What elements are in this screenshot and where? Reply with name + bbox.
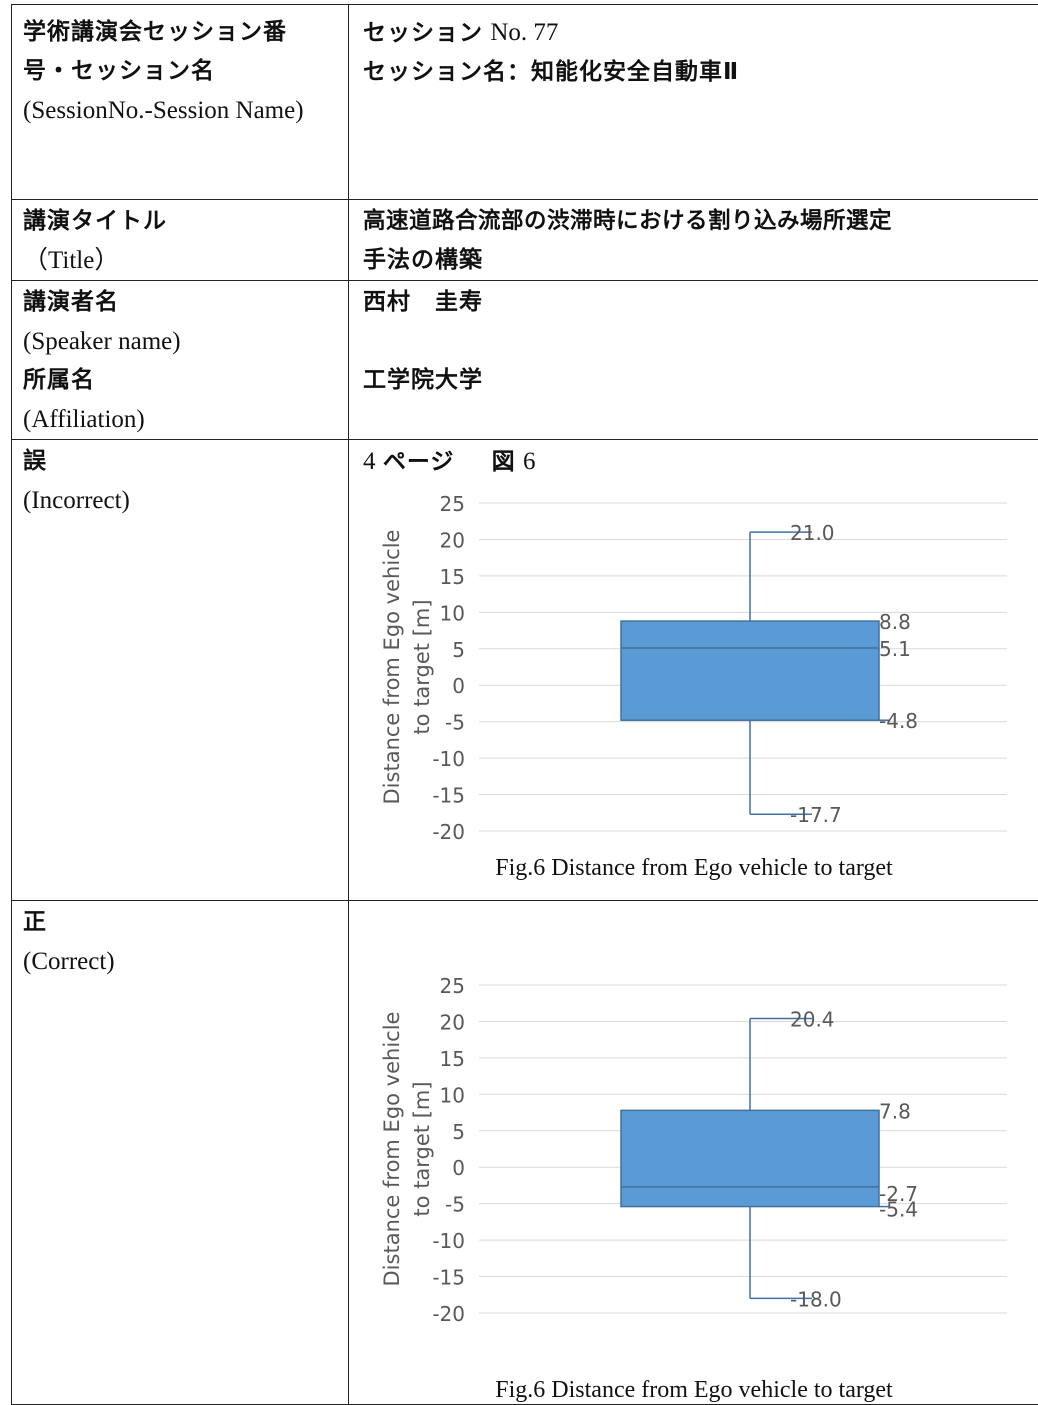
correct-figure-caption: Fig.6 Distance from Ego vehicle to targe… [349,1377,1038,1404]
chart1-iqr-box [621,1110,879,1206]
chart0-iqr-box [621,621,879,720]
speaker-row: 講演者名 (Speaker name) 所属名 (Affiliation) 西村… [12,281,1038,440]
chart1-max-label: 20.4 [790,1008,835,1032]
chart0-y-tick-label: 15 [440,565,465,589]
incorrect-row: 誤 (Incorrect) 4 ページ 図 6 25 20 15 10 5 0 -5 -10 -… [12,440,1038,901]
chart0-min-label: -17.7 [790,803,842,827]
speaker-label-en: (Speaker name) [23,322,348,361]
incorrect-location-page-number: 4 [363,448,376,475]
title-value-cell: 高速道路合流部の渋滞時における割り込み場所選定 手法の構築 [349,200,1038,281]
chart1-y-tick-label: 20 [440,1010,465,1034]
speaker-name: 西村 圭寿 [363,283,1038,322]
correct-label-ja: 正 [23,903,348,942]
session-label-cell: 学術講演会セッション番号・セッション名 (SessionNo.-Session … [12,5,349,200]
chart0-q1-label: -4.8 [879,709,918,733]
speaker-label-ja: 講演者名 [23,283,348,322]
speaker-value-cell: 西村 圭寿 工学院大学 [349,281,1038,440]
correct-label-en: (Correct) [23,942,348,981]
chart1-y-tick-label: 10 [440,1083,465,1107]
incorrect-label-en: (Incorrect) [23,481,348,520]
chart1-y-tick-label: 25 [440,974,465,998]
chart0-y-tick-label: 10 [440,601,465,625]
errata-table: 学術講演会セッション番号・セッション名 (SessionNo.-Session … [11,4,1038,1405]
chart0-y-axis-title-line1: Distance from Ego vehicle [380,530,404,805]
title-label-en: （Title） [23,241,348,280]
session-value-cell: セッション No. 77 セッション名：知能化安全自動車Ⅱ [349,5,1038,200]
chart0-y-tick-label: -5 [445,711,465,735]
correct-label-cell: 正 (Correct) [12,901,349,1405]
chart1-q3-label: 7.8 [879,1099,911,1123]
chart0-y-tick-label: 0 [452,674,465,698]
chart0-y-tick-label: 5 [452,638,465,662]
incorrect-figure-cell: 4 ページ 図 6 25 20 15 10 5 0 -5 -10 -15 -20 Distance … [349,440,1038,901]
chart0-y-tick-label: 20 [440,528,465,552]
incorrect-figure-caption: Fig.6 Distance from Ego vehicle to targe… [349,855,1038,882]
title-label-ja: 講演タイトル [23,202,348,241]
chart0-y-tick-label: 25 [440,492,465,516]
chart1-y-tick-label: -10 [432,1229,465,1253]
chart1-y-tick-label: 5 [452,1120,465,1144]
chart1-y-tick-label: -5 [445,1193,465,1217]
title-label-cell: 講演タイトル （Title） [12,200,349,281]
correct-boxplot-chart: 25 20 15 10 5 0 -5 -10 -15 -20 Distance from Ego v… [359,963,1019,1343]
speaker-label-cell: 講演者名 (Speaker name) 所属名 (Affiliation) [12,281,349,440]
chart0-max-label: 21.0 [790,521,835,545]
incorrect-location-fig-word: 図 [492,449,516,475]
chart0-y-axis-title-line2: to target [m] [410,599,434,734]
title-row: 講演タイトル （Title） 高速道路合流部の渋滞時における割り込み場所選定 手… [12,200,1038,281]
session-number-prefix: セッション [363,20,483,46]
session-label-ja: 学術講演会セッション番号・セッション名 [23,13,308,91]
chart0-y-tick-label: -20 [432,820,465,844]
session-row: 学術講演会セッション番号・セッション名 (SessionNo.-Session … [12,5,1038,200]
chart1-y-axis-title-line1: Distance from Ego vehicle [380,1012,404,1287]
session-number: No. 77 [490,19,558,46]
chart0-y-tick-label: -10 [432,747,465,771]
chart1-y-tick-label: -20 [432,1302,465,1326]
incorrect-location-fig-number: 6 [523,448,536,475]
chart0-y-tick-label: -15 [432,784,465,808]
correct-figure-cell: 25 20 15 10 5 0 -5 -10 -15 -20 Distance from Ego v… [349,901,1038,1405]
incorrect-boxplot-chart: 25 20 15 10 5 0 -5 -10 -15 -20 Distance from Ego v… [359,481,1019,861]
incorrect-label-cell: 誤 (Incorrect) [12,440,349,901]
chart1-min-label: -18.0 [790,1287,842,1311]
chart1-y-axis-title-line2: to target [m] [410,1081,434,1216]
chart0-q3-label: 8.8 [879,610,911,634]
title-value-line2: 手法の構築 [363,241,1038,280]
affiliation-label-en: (Affiliation) [23,400,348,439]
chart1-q1-label: -5.4 [879,1198,918,1222]
title-value-line1: 高速道路合流部の渋滞時における割り込み場所選定 [363,202,1038,241]
session-name: セッション名：知能化安全自動車Ⅱ [363,53,1038,92]
chart1-y-tick-label: 15 [440,1047,465,1071]
affiliation-label-ja: 所属名 [23,361,348,400]
affiliation-value: 工学院大学 [363,361,1038,400]
correct-row: 正 (Correct) 25 20 15 10 5 0 -5 -10 -15 -20 Distanc… [12,901,1038,1405]
chart1-y-tick-label: 0 [452,1156,465,1180]
session-label-en: (SessionNo.-Session Name) [23,91,313,130]
incorrect-label-ja: 誤 [23,442,348,481]
chart0-median-label: 5.1 [879,637,911,661]
chart1-y-tick-label: -15 [432,1266,465,1290]
incorrect-location-page-word: ページ [383,449,455,475]
